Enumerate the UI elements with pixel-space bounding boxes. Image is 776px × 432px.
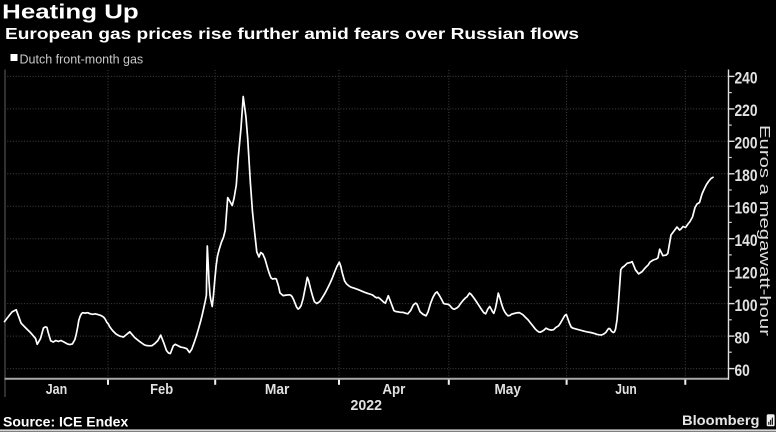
svg-text:Jan: Jan [46, 381, 68, 398]
svg-text:140: 140 [735, 231, 758, 250]
svg-text:Mar: Mar [265, 381, 290, 398]
svg-text:Bloomberg: Bloomberg [682, 412, 760, 428]
svg-text:60: 60 [735, 361, 750, 380]
svg-text:May: May [494, 381, 521, 398]
svg-text:100: 100 [735, 296, 758, 315]
svg-text:120: 120 [735, 263, 758, 282]
svg-text:Source: ICE Endex: Source: ICE Endex [3, 414, 128, 430]
svg-text:Dutch front-month gas: Dutch front-month gas [20, 53, 144, 67]
svg-text:Feb: Feb [150, 381, 173, 398]
svg-text:European gas prices rise furth: European gas prices rise further amid fe… [5, 26, 579, 43]
svg-text:Heating Up: Heating Up [2, 2, 139, 24]
svg-text:240: 240 [735, 69, 758, 88]
svg-text:180: 180 [735, 166, 758, 185]
svg-text:2022: 2022 [351, 397, 383, 414]
svg-text:Jun: Jun [615, 381, 637, 398]
svg-text:Euros a megawatt-hour: Euros a megawatt-hour [756, 125, 773, 336]
svg-text:Apr: Apr [382, 381, 405, 398]
svg-text:220: 220 [735, 101, 758, 120]
svg-text:80: 80 [735, 328, 750, 347]
svg-text:160: 160 [735, 199, 758, 218]
svg-text:200: 200 [735, 134, 758, 153]
